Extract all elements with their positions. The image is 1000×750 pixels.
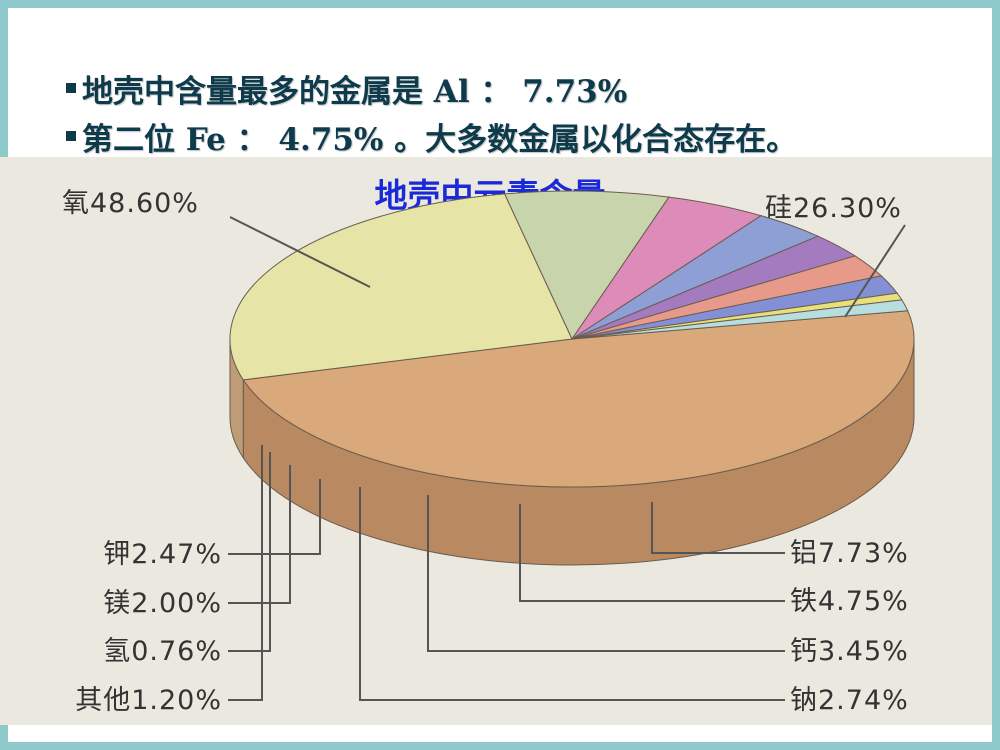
bullet-item: 第二位 Fe ： 4.75% 。大多数金属以化合态存在。 — [66, 116, 797, 164]
slice-label: 硅26.30% — [765, 193, 902, 224]
slice-label: 氢0.76% — [103, 636, 222, 667]
leader-line — [229, 216, 371, 288]
bullet-list: 地壳中含量最多的金属是 Al ： 7.73% 第二位 Fe ： 4.75% 。大… — [66, 68, 797, 164]
slice-label: 铝7.73% — [790, 538, 909, 569]
leader-line — [844, 224, 906, 318]
leader-line — [228, 445, 263, 701]
bullet-text: 第二位 Fe ： 4.75% 。大多数金属以化合态存在。 — [82, 122, 798, 158]
leader-line — [427, 495, 785, 652]
leader-line — [228, 479, 321, 555]
slice-label: 钙3.45% — [790, 636, 909, 667]
pie-top-group — [229, 190, 915, 488]
pie-chart-figure: 地壳中元素含量 氧48.60%硅26.30%铝7.73%铁4.75%钙3.45%… — [0, 157, 992, 725]
slice-label: 镁2.00% — [103, 588, 222, 619]
pie-chart: 地壳中元素含量 氧48.60%硅26.30%铝7.73%铁4.75%钙3.45%… — [0, 157, 992, 725]
bullet-text: 地壳中含量最多的金属是 Al ： 7.73% — [82, 74, 628, 110]
slice-label: 钠2.74% — [790, 685, 909, 716]
bullet-item: 地壳中含量最多的金属是 Al ： 7.73% — [66, 68, 797, 116]
leader-line — [519, 504, 785, 602]
square-bullet-icon — [66, 83, 76, 93]
slice-label: 其他1.20% — [75, 685, 222, 716]
slice-label: 铁4.75% — [790, 586, 909, 617]
leader-line — [651, 502, 785, 554]
leader-line — [228, 465, 291, 604]
pie-slice — [242, 310, 915, 488]
pie-slice — [571, 299, 909, 340]
square-bullet-icon — [66, 131, 76, 141]
slice-label: 钾2.47% — [103, 539, 222, 570]
leader-line-group — [228, 216, 906, 701]
leader-line — [359, 487, 785, 701]
pie-slice — [503, 190, 670, 341]
pie-slice — [229, 193, 573, 381]
slice-label-group: 氧48.60% 硅26.30% 铝7.73% 铁4.75% 钙3.45% 钠2.74% 钾2… — [62, 188, 909, 716]
leader-line — [228, 452, 271, 652]
slice-label: 氧48.60% — [62, 188, 199, 219]
